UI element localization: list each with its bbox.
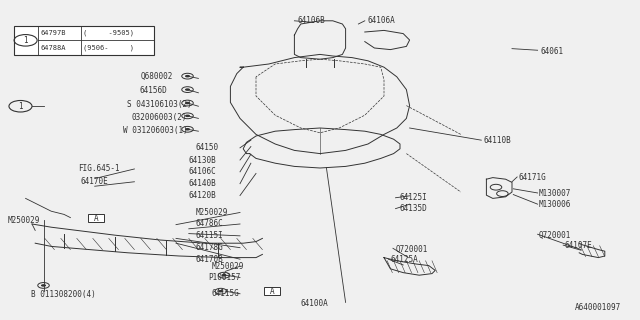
- Text: A: A: [269, 287, 275, 296]
- Circle shape: [185, 88, 190, 91]
- Text: FIG.645-1: FIG.645-1: [78, 164, 120, 173]
- Text: Q680002: Q680002: [141, 72, 173, 81]
- Text: 64125A: 64125A: [390, 255, 418, 264]
- Circle shape: [185, 115, 190, 117]
- FancyBboxPatch shape: [88, 214, 104, 222]
- Text: M250029: M250029: [8, 216, 40, 225]
- Text: B 011308200(4): B 011308200(4): [31, 290, 95, 299]
- Text: 64135D: 64135D: [400, 204, 428, 213]
- Text: 032006003(2): 032006003(2): [131, 113, 187, 122]
- Text: 64788A: 64788A: [41, 45, 67, 51]
- Text: S 043106103(2): S 043106103(2): [127, 100, 191, 109]
- Text: 1: 1: [18, 102, 23, 111]
- Text: 64115G: 64115G: [211, 289, 239, 298]
- Text: 64178G: 64178G: [195, 243, 223, 252]
- Text: W 031206003(1): W 031206003(1): [123, 126, 188, 135]
- Text: 64786C: 64786C: [195, 220, 223, 228]
- Text: 64130B: 64130B: [189, 156, 216, 164]
- Text: 64150: 64150: [195, 143, 218, 152]
- Text: 64110B: 64110B: [483, 136, 511, 145]
- Text: 64107E: 64107E: [564, 241, 592, 250]
- Text: 64115I: 64115I: [195, 231, 223, 240]
- Text: 64100A: 64100A: [301, 299, 328, 308]
- Text: Q720001: Q720001: [539, 231, 572, 240]
- Circle shape: [218, 290, 223, 292]
- Circle shape: [185, 75, 190, 77]
- Text: 64125I: 64125I: [400, 193, 428, 202]
- Text: 64106C: 64106C: [189, 167, 216, 176]
- Circle shape: [185, 128, 190, 131]
- FancyBboxPatch shape: [264, 287, 280, 295]
- Text: M130006: M130006: [539, 200, 572, 209]
- Text: 64106A: 64106A: [368, 16, 396, 25]
- Text: A: A: [93, 214, 99, 223]
- Text: A640001097: A640001097: [575, 303, 621, 312]
- Text: (9506-     ): (9506- ): [83, 44, 134, 51]
- Text: 64061: 64061: [541, 47, 564, 56]
- Text: 64120B: 64120B: [189, 191, 216, 200]
- Text: M250029: M250029: [195, 208, 228, 217]
- Text: 64170B: 64170B: [195, 255, 223, 264]
- Circle shape: [221, 274, 227, 276]
- Text: 64106B: 64106B: [298, 16, 325, 25]
- Text: 64171G: 64171G: [518, 173, 546, 182]
- Text: P100157: P100157: [208, 273, 241, 282]
- FancyBboxPatch shape: [14, 26, 154, 55]
- Text: 64140B: 64140B: [189, 179, 216, 188]
- Circle shape: [185, 102, 190, 104]
- Text: M130007: M130007: [539, 189, 572, 198]
- Text: (     -9505): ( -9505): [83, 30, 134, 36]
- Text: Q720001: Q720001: [396, 244, 428, 253]
- Text: 64156D: 64156D: [140, 86, 167, 95]
- Text: M250029: M250029: [211, 262, 244, 271]
- Text: 1: 1: [23, 36, 28, 45]
- Circle shape: [41, 284, 46, 287]
- Text: 64170E: 64170E: [81, 177, 108, 186]
- Text: 64797B: 64797B: [41, 30, 67, 36]
